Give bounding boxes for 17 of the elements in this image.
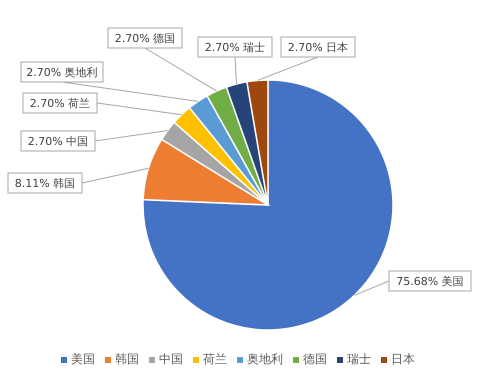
text: 8.11% 韩国 [14, 177, 76, 190]
text: 2.70% 瑞士 [204, 41, 266, 54]
text: 2.70% 荷兰 [30, 97, 90, 110]
legend-label: 中国 [159, 352, 183, 366]
text: 2.70% 中国 [28, 135, 88, 148]
legend-label: 奥地利 [247, 352, 283, 366]
legend-label: 日本 [391, 352, 415, 366]
text: 75.68% 美国 [396, 275, 464, 288]
text: 2.70% 日本 [288, 41, 348, 54]
pie-slice [142, 79, 394, 331]
legend-label: 韩国 [115, 352, 139, 366]
text: 2.70% 德国 [114, 32, 176, 45]
legend-label: 美国 [71, 352, 95, 366]
legend-label: 德国 [303, 352, 327, 366]
legend-label: 荷兰 [203, 352, 227, 366]
text: 2.70% 奥地利 [26, 66, 98, 79]
legend-label: 瑞士 [347, 352, 371, 366]
